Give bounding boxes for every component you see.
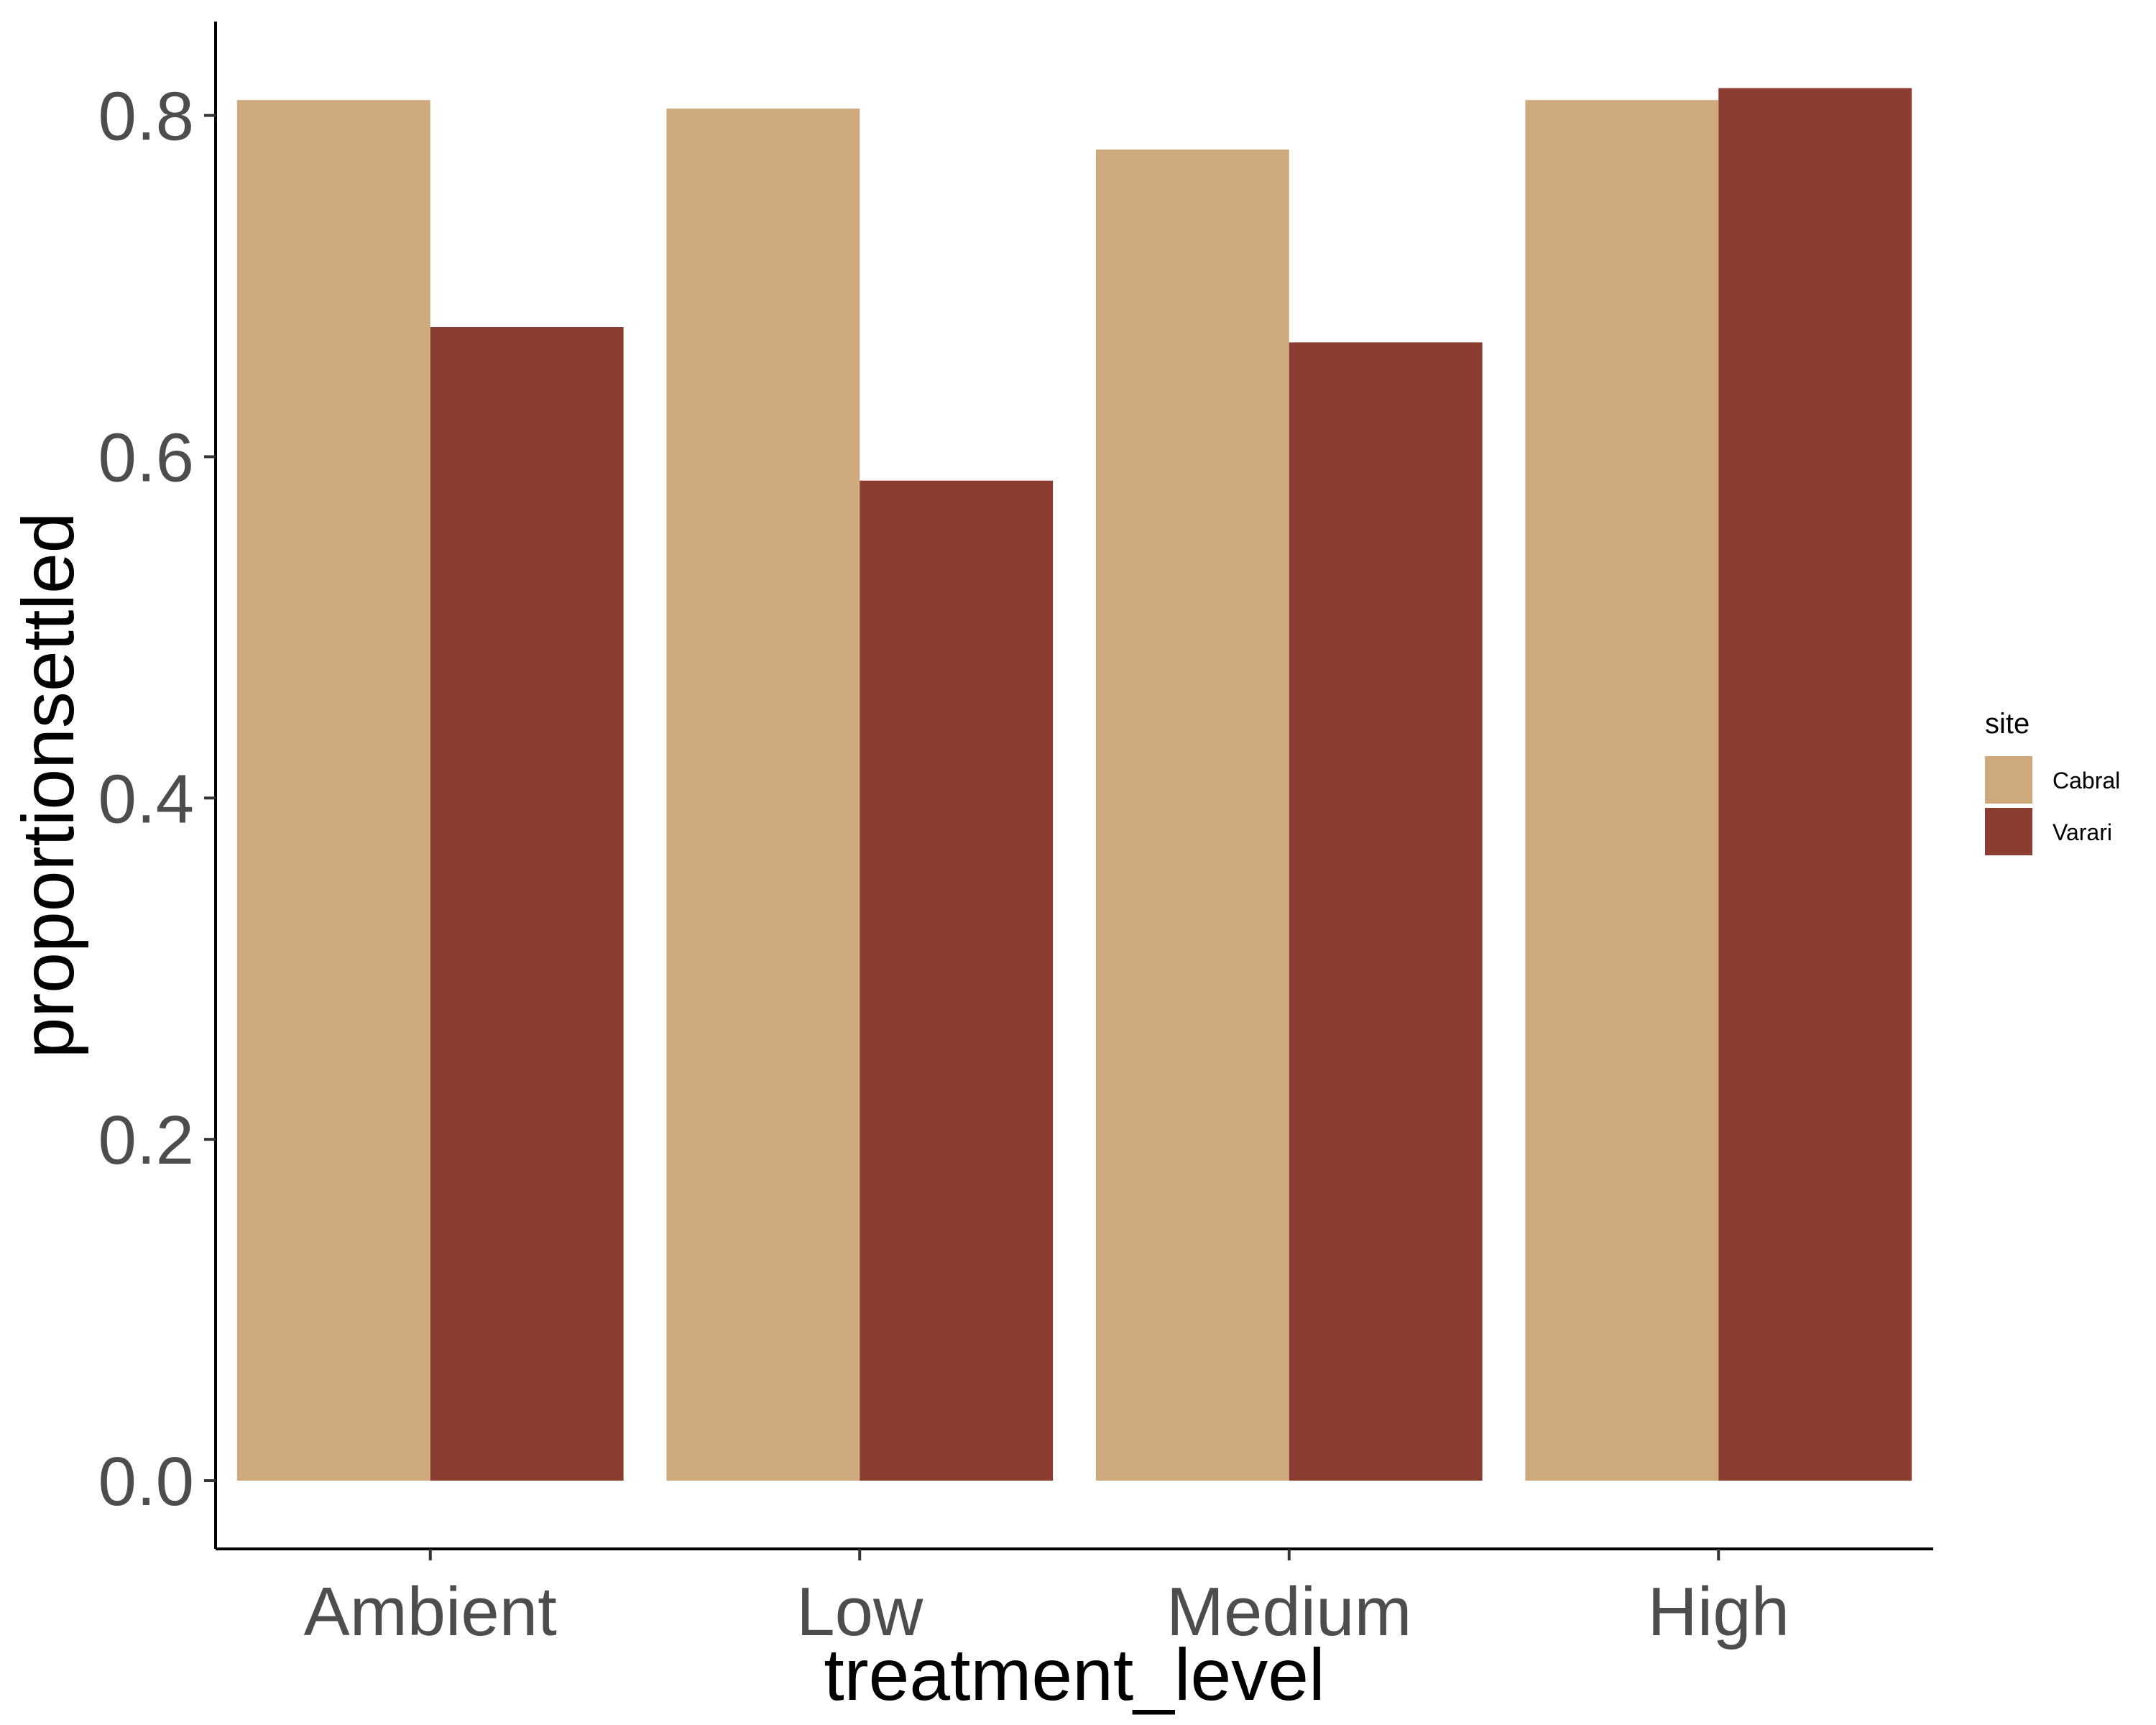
legend-key-cabral <box>1985 756 2032 804</box>
legend: site Cabral Varari <box>1985 708 2120 855</box>
y-tick-label: 0.8 <box>98 78 194 155</box>
y-tick-label: 0.2 <box>98 1102 194 1179</box>
y-ticks-group: 0.0 0.2 0.4 0.6 0.8 <box>98 78 216 1520</box>
bars-group <box>236 88 1912 1481</box>
x-tick-label: Medium <box>1166 1573 1411 1650</box>
x-tick-label: Low <box>796 1573 923 1650</box>
x-tick-label: Ambient <box>304 1573 557 1650</box>
legend-label-varari: Varari <box>2053 819 2112 845</box>
y-tick-label: 0.6 <box>98 419 194 496</box>
legend-key-varari <box>1985 808 2032 855</box>
bar-varari-high <box>1718 88 1912 1481</box>
bar-varari-medium <box>1289 342 1483 1481</box>
y-tick-label: 0.0 <box>98 1443 194 1520</box>
y-tick-label: 0.4 <box>98 760 194 837</box>
bar-cabral-low <box>666 109 860 1481</box>
bar-cabral-high <box>1525 100 1719 1481</box>
bar-varari-low <box>860 480 1054 1481</box>
axes-group <box>214 22 1933 1550</box>
bar-cabral-ambient <box>236 100 430 1481</box>
legend-title: site <box>1985 708 2030 740</box>
x-tick-label: High <box>1648 1573 1789 1650</box>
x-ticks-group: Ambient Low Medium High <box>304 1549 1789 1650</box>
bar-cabral-medium <box>1095 150 1289 1481</box>
legend-label-cabral: Cabral <box>2053 768 2120 794</box>
x-axis-title: treatment_level <box>824 1634 1325 1716</box>
y-axis-title: proportionsettled <box>7 512 89 1059</box>
bar-varari-ambient <box>430 327 624 1481</box>
